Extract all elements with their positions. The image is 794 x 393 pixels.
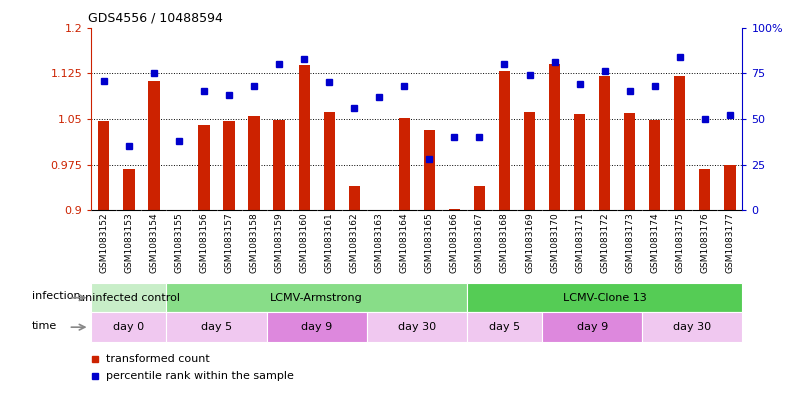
Bar — [467, 283, 742, 312]
Text: day 9: day 9 — [576, 322, 607, 332]
Bar — [91, 312, 167, 342]
Text: GSM1083166: GSM1083166 — [450, 213, 459, 273]
Bar — [499, 72, 510, 210]
Bar — [474, 186, 485, 210]
Bar — [273, 120, 285, 210]
Bar — [349, 186, 360, 210]
Bar — [374, 210, 385, 219]
Text: GSM1083158: GSM1083158 — [249, 213, 259, 273]
Text: GSM1083161: GSM1083161 — [325, 213, 333, 273]
Text: GSM1083153: GSM1083153 — [125, 213, 133, 273]
Bar — [167, 312, 267, 342]
Text: uninfected control: uninfected control — [78, 293, 180, 303]
Bar — [700, 169, 711, 210]
Bar — [148, 81, 160, 210]
Text: GSM1083174: GSM1083174 — [650, 213, 659, 273]
Bar — [249, 116, 260, 210]
Bar — [267, 312, 367, 342]
Text: GSM1083164: GSM1083164 — [400, 213, 409, 273]
Text: GSM1083175: GSM1083175 — [675, 213, 684, 273]
Text: GSM1083176: GSM1083176 — [700, 213, 709, 273]
Bar — [198, 125, 210, 210]
Text: day 30: day 30 — [673, 322, 711, 332]
Text: day 5: day 5 — [489, 322, 520, 332]
Bar — [399, 118, 410, 210]
Text: GSM1083165: GSM1083165 — [425, 213, 434, 273]
Text: GSM1083154: GSM1083154 — [149, 213, 159, 273]
Text: GSM1083167: GSM1083167 — [475, 213, 484, 273]
Text: percentile rank within the sample: percentile rank within the sample — [106, 371, 294, 381]
Text: GSM1083168: GSM1083168 — [500, 213, 509, 273]
Bar — [674, 76, 685, 210]
Text: day 30: day 30 — [398, 322, 436, 332]
Bar — [649, 120, 661, 210]
Bar — [524, 112, 535, 210]
Text: GSM1083162: GSM1083162 — [349, 213, 359, 273]
Bar — [424, 130, 435, 210]
Text: transformed count: transformed count — [106, 354, 210, 364]
Bar — [449, 209, 460, 210]
Text: GSM1083172: GSM1083172 — [600, 213, 609, 273]
Text: GSM1083177: GSM1083177 — [726, 213, 734, 273]
Text: LCMV-Armstrong: LCMV-Armstrong — [270, 293, 363, 303]
Text: time: time — [32, 321, 57, 331]
Bar — [367, 312, 467, 342]
Bar — [167, 283, 467, 312]
Text: GSM1083156: GSM1083156 — [199, 213, 209, 273]
Bar — [299, 65, 310, 210]
Text: day 0: day 0 — [114, 322, 145, 332]
Bar — [467, 312, 542, 342]
Text: LCMV-Clone 13: LCMV-Clone 13 — [563, 293, 646, 303]
Text: GSM1083163: GSM1083163 — [375, 213, 384, 273]
Bar — [724, 165, 735, 210]
Text: GSM1083170: GSM1083170 — [550, 213, 559, 273]
Bar — [624, 113, 635, 210]
Text: GSM1083173: GSM1083173 — [625, 213, 634, 273]
Bar — [574, 114, 585, 210]
Bar — [324, 112, 335, 210]
Text: day 5: day 5 — [201, 322, 232, 332]
Bar — [98, 121, 110, 210]
Text: infection: infection — [32, 291, 80, 301]
Bar — [223, 121, 235, 210]
Bar — [123, 169, 134, 210]
Text: GSM1083171: GSM1083171 — [575, 213, 584, 273]
Bar — [542, 312, 642, 342]
Bar — [599, 76, 611, 210]
Text: day 9: day 9 — [301, 322, 333, 332]
Bar — [91, 283, 167, 312]
Bar — [173, 209, 184, 210]
Text: GSM1083155: GSM1083155 — [175, 213, 183, 273]
Text: GSM1083159: GSM1083159 — [275, 213, 283, 273]
Text: GSM1083169: GSM1083169 — [525, 213, 534, 273]
Bar — [642, 312, 742, 342]
Text: GSM1083157: GSM1083157 — [225, 213, 233, 273]
Text: GSM1083160: GSM1083160 — [299, 213, 309, 273]
Bar — [549, 64, 561, 210]
Text: GDS4556 / 10488594: GDS4556 / 10488594 — [88, 12, 223, 25]
Text: GSM1083152: GSM1083152 — [99, 213, 108, 273]
